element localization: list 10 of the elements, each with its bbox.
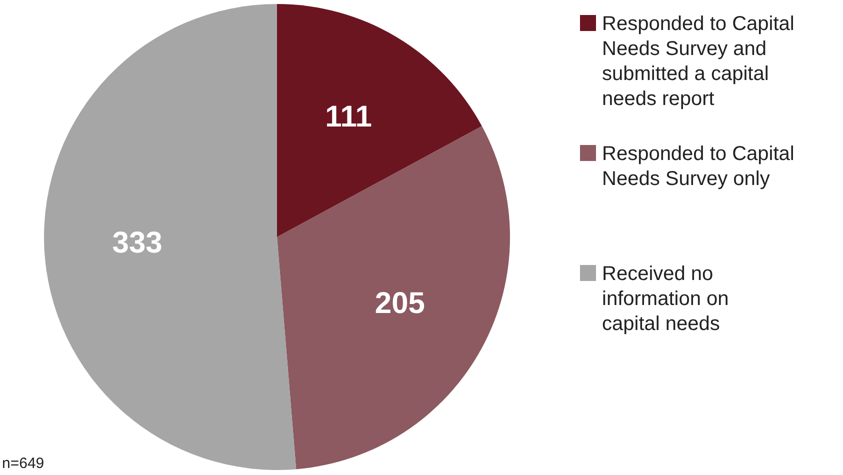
data-label: 333 [112,226,162,260]
data-label: 111 [325,100,372,134]
pie-slice [277,126,510,470]
data-label: 205 [374,287,425,320]
text: n=649 [2,455,44,472]
pie-slice [277,4,482,237]
legend-label: Received no information on capital needs [602,263,729,335]
legend-label: Responded to Capital Needs Survey and submitted a capital needs report [602,13,794,110]
legend-label: Responded to Capital Needs Survey only [602,143,794,190]
pie-slice [44,4,296,470]
